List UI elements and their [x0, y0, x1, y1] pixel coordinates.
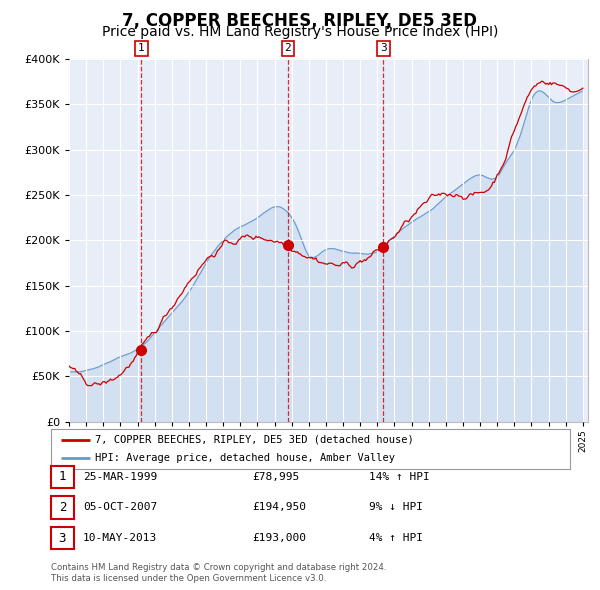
Text: This data is licensed under the Open Government Licence v3.0.: This data is licensed under the Open Gov… [51, 574, 326, 583]
Text: £78,995: £78,995 [252, 472, 299, 481]
Text: 4% ↑ HPI: 4% ↑ HPI [369, 533, 423, 543]
Text: 25-MAR-1999: 25-MAR-1999 [83, 472, 157, 481]
Text: £194,950: £194,950 [252, 503, 306, 512]
Text: 9% ↓ HPI: 9% ↓ HPI [369, 503, 423, 512]
Text: 3: 3 [380, 44, 387, 54]
Text: £193,000: £193,000 [252, 533, 306, 543]
Text: 05-OCT-2007: 05-OCT-2007 [83, 503, 157, 512]
Text: 7, COPPER BEECHES, RIPLEY, DE5 3ED: 7, COPPER BEECHES, RIPLEY, DE5 3ED [122, 12, 478, 30]
Text: 1: 1 [138, 44, 145, 54]
Text: 10-MAY-2013: 10-MAY-2013 [83, 533, 157, 543]
Text: 2: 2 [59, 501, 66, 514]
Text: 3: 3 [59, 532, 66, 545]
Text: Contains HM Land Registry data © Crown copyright and database right 2024.: Contains HM Land Registry data © Crown c… [51, 563, 386, 572]
Text: 14% ↑ HPI: 14% ↑ HPI [369, 472, 430, 481]
Text: 7, COPPER BEECHES, RIPLEY, DE5 3ED (detached house): 7, COPPER BEECHES, RIPLEY, DE5 3ED (deta… [95, 435, 414, 445]
Text: Price paid vs. HM Land Registry's House Price Index (HPI): Price paid vs. HM Land Registry's House … [102, 25, 498, 39]
Text: 2: 2 [284, 44, 291, 54]
Text: 1: 1 [59, 470, 66, 483]
Text: HPI: Average price, detached house, Amber Valley: HPI: Average price, detached house, Ambe… [95, 453, 395, 463]
